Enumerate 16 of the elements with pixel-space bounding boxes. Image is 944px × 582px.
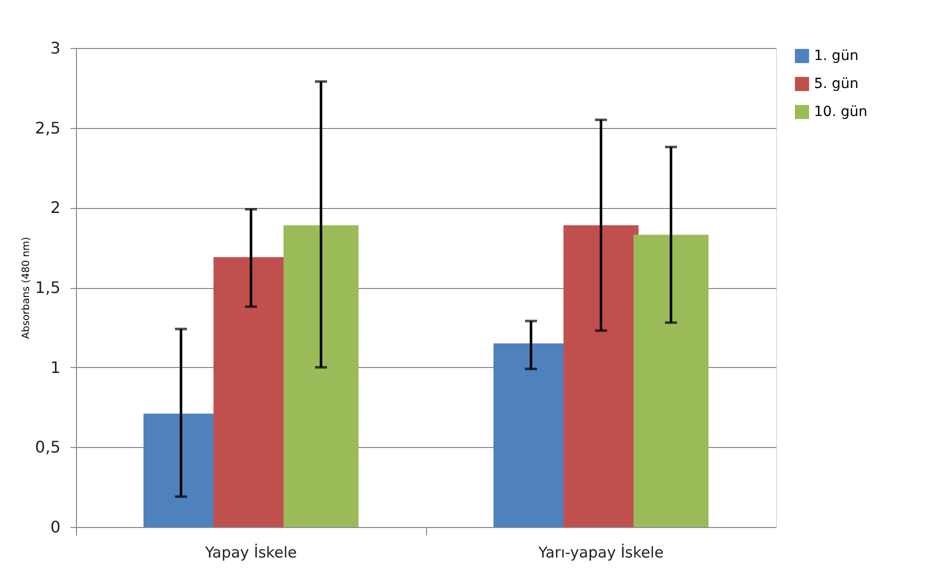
bar xyxy=(564,225,638,527)
y-axis-title: Absorbans (480 nm) xyxy=(21,236,32,339)
y-tick-label: 2 xyxy=(50,198,60,218)
y-tick-label: 0,5 xyxy=(35,438,60,457)
y-tick-label: 0 xyxy=(50,518,60,536)
y-tick-label: 1 xyxy=(50,358,60,377)
x-tick-label: Yapay İskele xyxy=(204,544,297,562)
x-tick-label: Yarı-yapay İskele xyxy=(537,544,664,562)
y-tick-label: 3 xyxy=(50,38,60,58)
bar xyxy=(284,225,358,527)
y-tick-label: 1,5 xyxy=(35,278,60,297)
legend-label: 1. gün xyxy=(814,48,858,64)
bar xyxy=(634,234,708,527)
y-tick-label: 2,5 xyxy=(35,118,60,138)
legend-label: 10. gün xyxy=(814,104,868,120)
legend-label: 5. gün xyxy=(814,76,858,92)
